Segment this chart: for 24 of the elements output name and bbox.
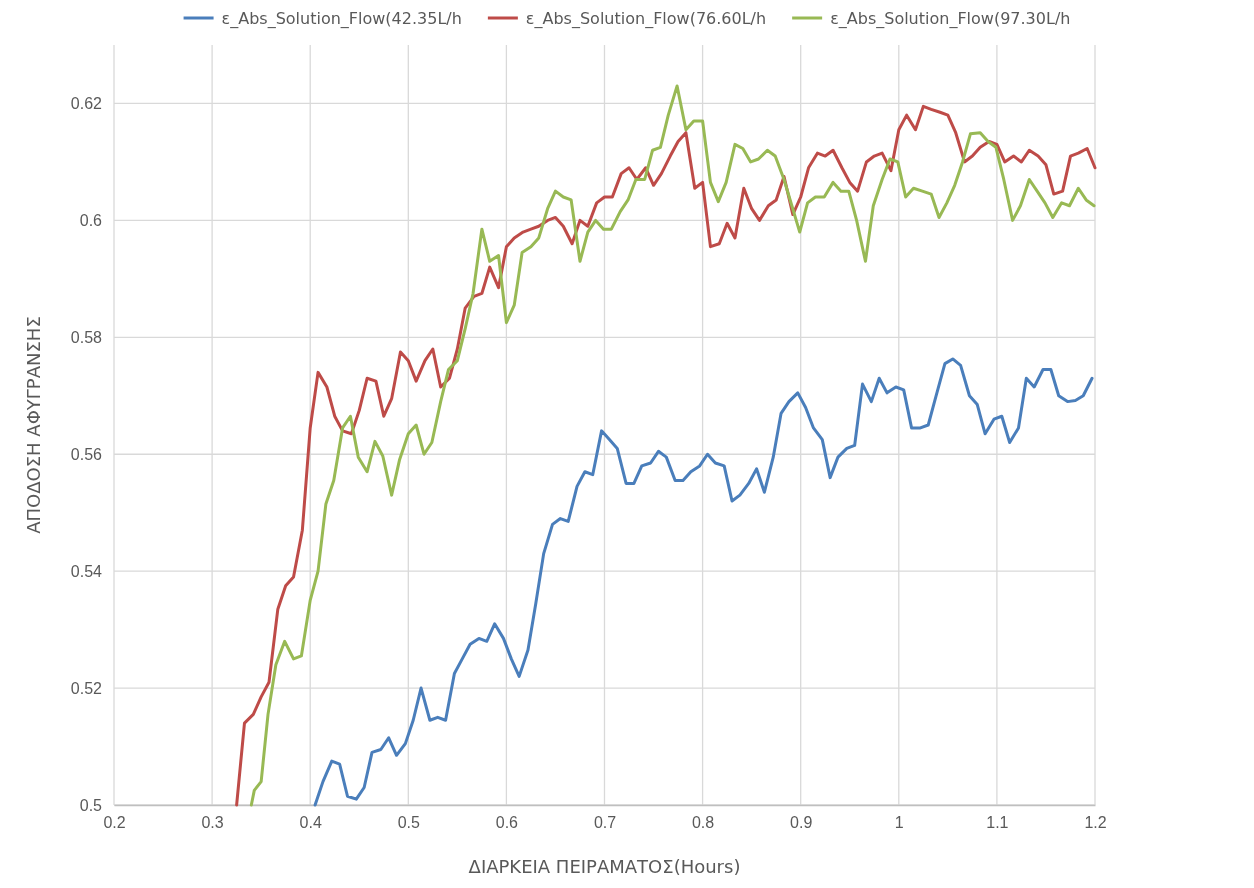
legend-label: ε_Abs_Solution_Flow(97.30L/h: [830, 9, 1071, 29]
x-tick-label: 1.1: [986, 814, 1009, 832]
x-tick-label: 0.4: [299, 814, 322, 832]
y-tick-label: 0.62: [70, 95, 103, 113]
x-tick-label: 1.2: [1084, 814, 1107, 832]
y-tick-label: 0.54: [70, 562, 103, 580]
x-tick-label: 0.9: [790, 814, 813, 832]
y-tick-label: 0.56: [70, 445, 103, 463]
x-tick-label: 0.3: [201, 814, 224, 832]
line-series: [313, 357, 1094, 807]
y-tick-label: 0.52: [70, 679, 103, 697]
x-tick-label: 1: [894, 814, 904, 832]
legend-label: ε_Abs_Solution_Flow(76.60L/h: [525, 9, 767, 29]
x-tick-label: 0.6: [495, 814, 519, 832]
x-tick-label: 0.7: [593, 814, 617, 832]
y-tick-label: 0.6: [79, 212, 103, 229]
y-tick-label: 0.5: [79, 796, 103, 814]
x-tick-label: 0.5: [397, 814, 421, 832]
x-tick-label: 0.2: [103, 814, 126, 832]
y-axis-title: ΑΠΟΔΟΣΗ ΑΦΥΓΡΑΝΣΗΣ: [23, 316, 44, 534]
x-axis-title: ΔΙΑΡΚΕΙΑ ΠΕΙΡΑΜΑΤΟΣ(Hours): [468, 856, 741, 877]
y-tick-label: 0.58: [70, 328, 103, 346]
legend-label: ε_Abs_Solution_Flow(42.35L/h: [221, 9, 462, 29]
x-tick-label: 0.8: [691, 814, 715, 832]
